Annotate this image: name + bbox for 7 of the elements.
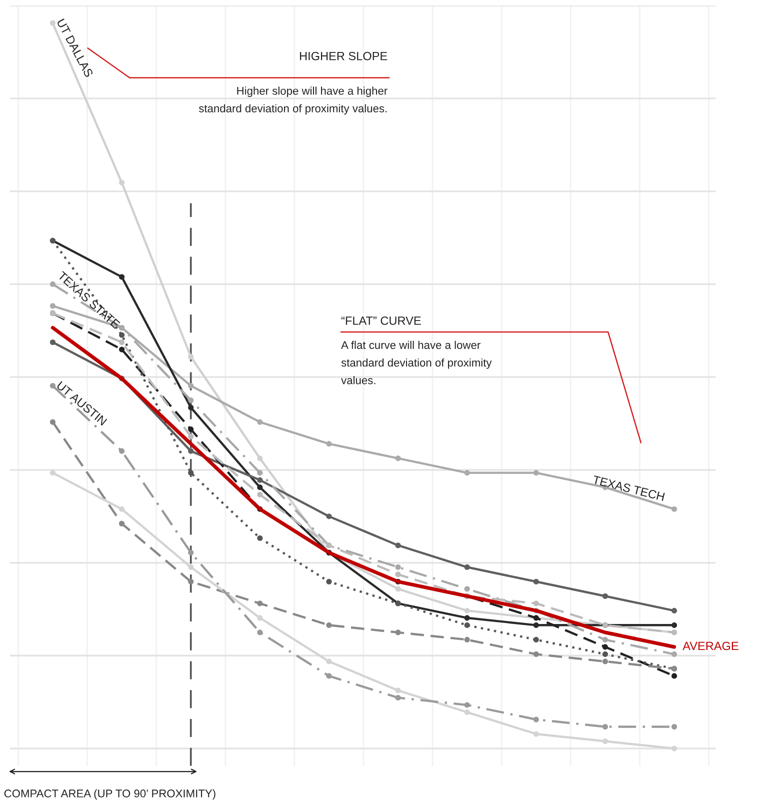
- annotation: “FLAT” CURVE: [341, 316, 421, 325]
- annotation: Higher slope will have a higher standard deviation of proximity values.: [198, 86, 388, 115]
- text: COMPACT AREA (UP TO 90’ PROXIMITY): [4, 789, 216, 800]
- annotation: A flat curve will have a lower standard deviation of proximity values.: [341, 340, 492, 384]
- annotation: HIGHER SLOPE: [300, 52, 388, 60]
- text: TEXAS TECH: [592, 475, 665, 502]
- series-label: AVERAGE: [682, 642, 738, 650]
